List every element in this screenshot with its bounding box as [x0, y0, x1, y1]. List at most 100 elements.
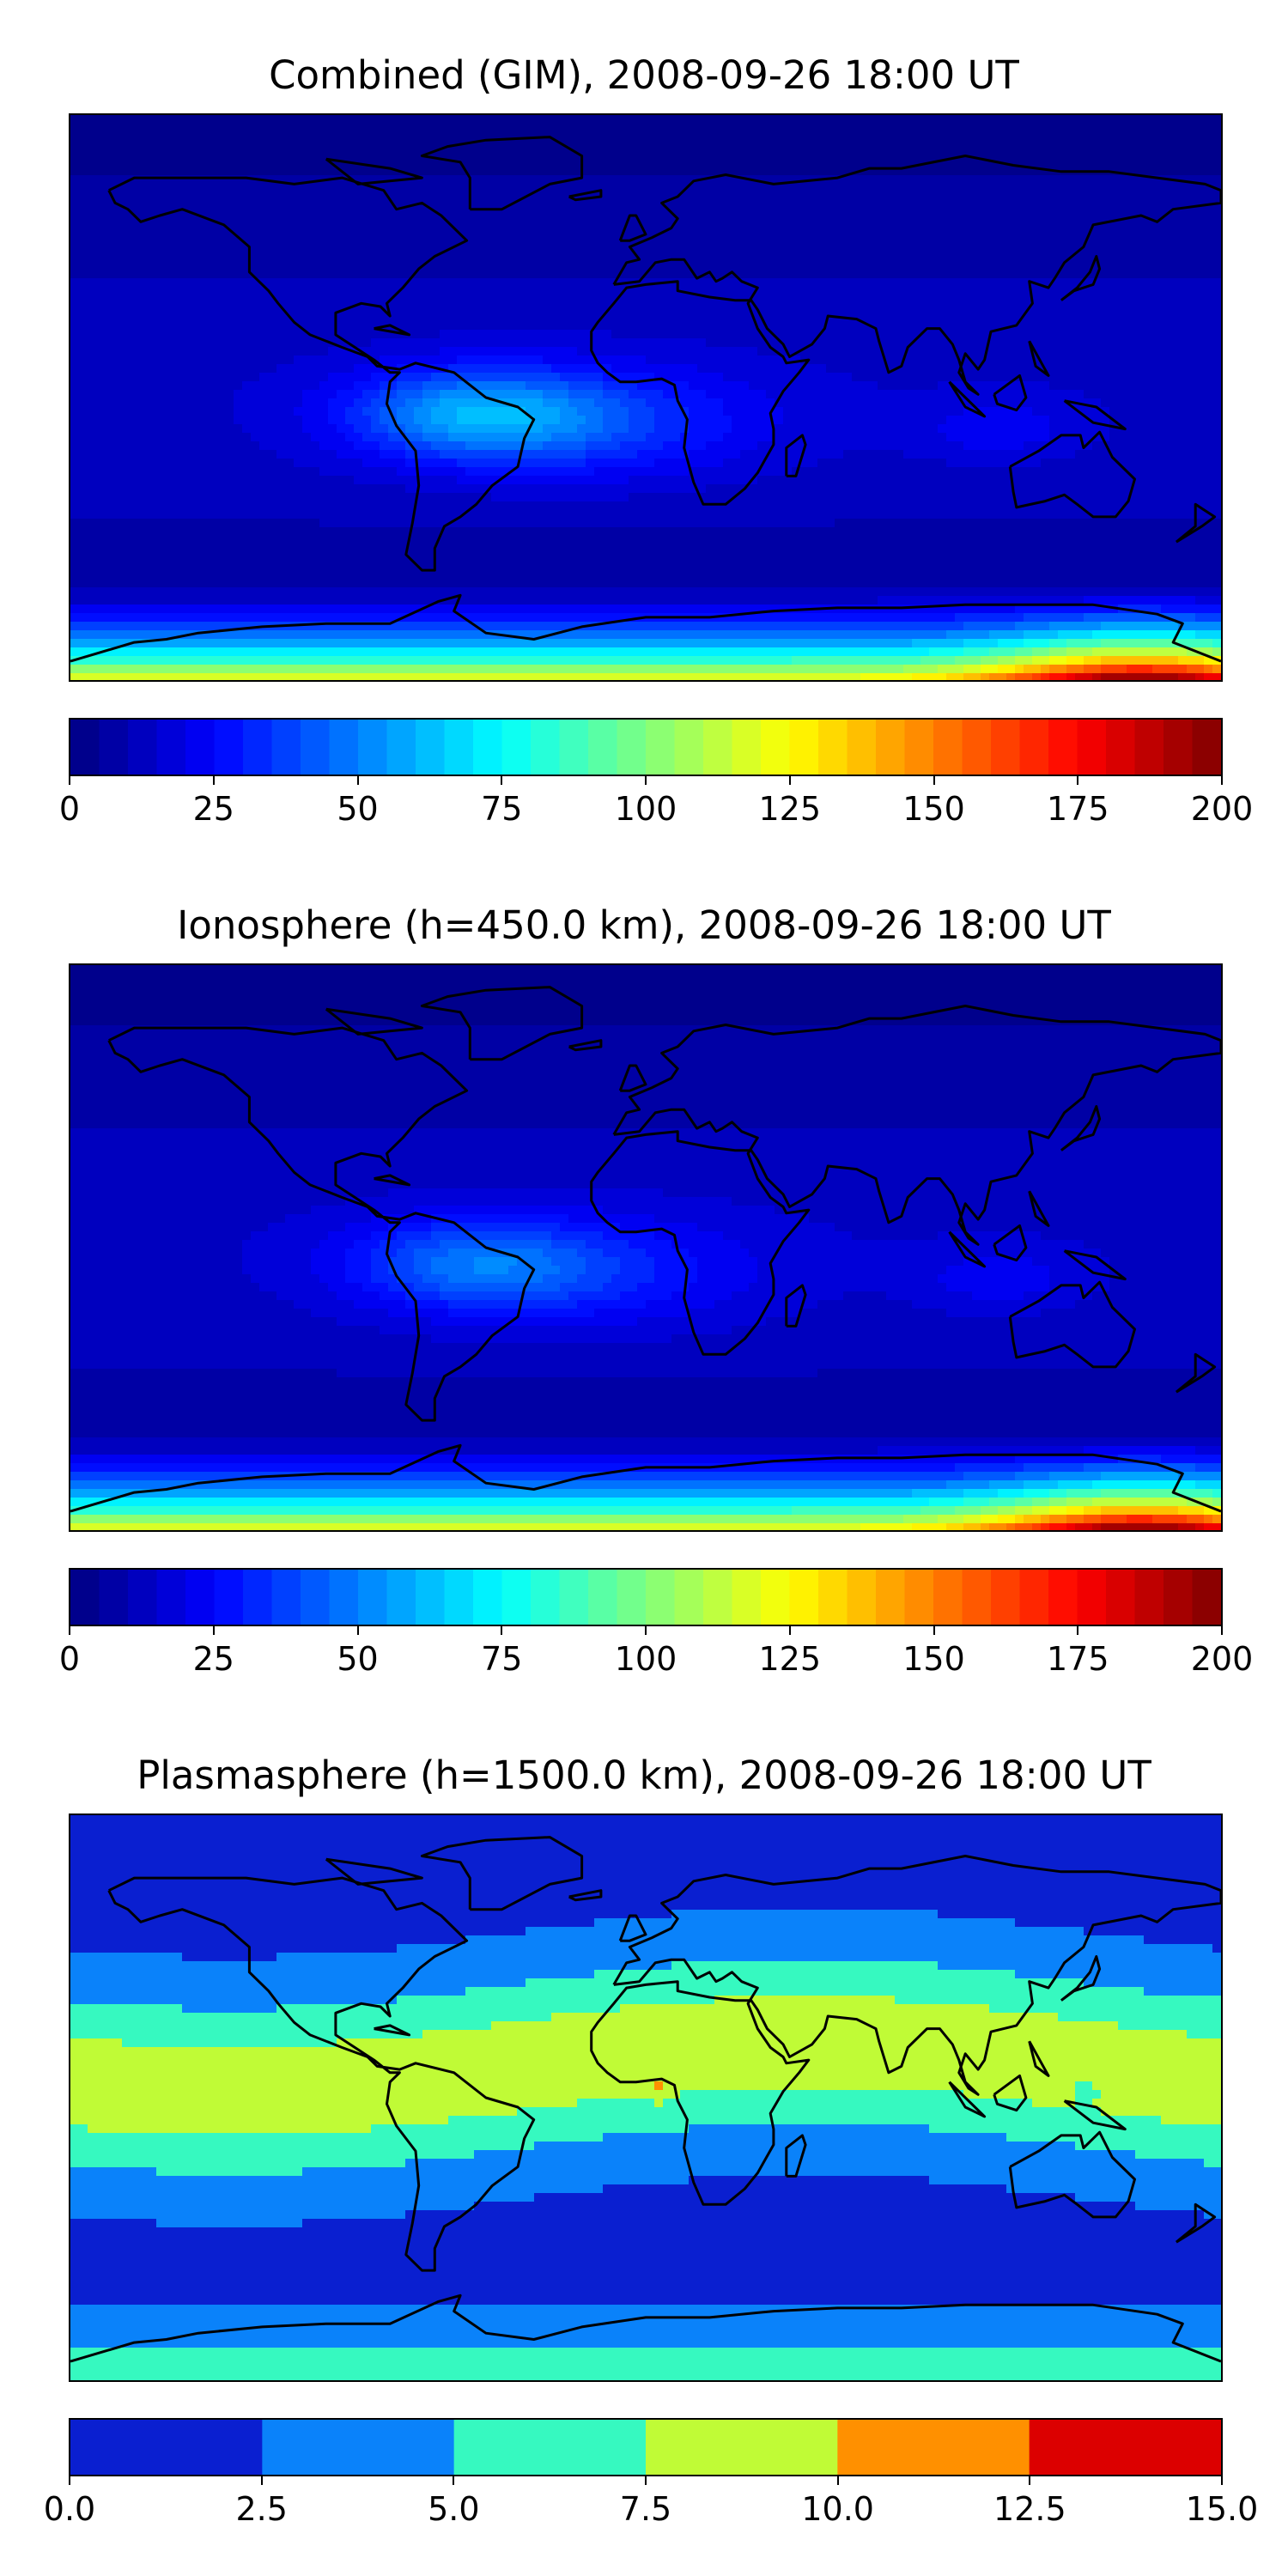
heatmap-cell	[1101, 416, 1110, 425]
heatmap-cell	[422, 132, 432, 142]
heatmap-cell	[577, 390, 586, 399]
heatmap-cell	[568, 201, 578, 210]
heatmap-cell	[311, 124, 320, 133]
heatmap-cell	[414, 295, 423, 305]
heatmap-cell	[319, 407, 329, 416]
heatmap-cell	[388, 210, 398, 219]
heatmap-cell	[79, 355, 88, 365]
heatmap-cell	[1041, 167, 1050, 176]
heatmap-cell	[671, 355, 681, 365]
heatmap-cell	[405, 304, 415, 313]
heatmap-cell	[912, 364, 921, 374]
heatmap-cell	[654, 338, 664, 348]
heatmap-cell	[139, 304, 149, 313]
heatmap-cell	[792, 407, 801, 416]
heatmap-cell	[276, 115, 286, 125]
heatmap-cell	[1170, 167, 1179, 176]
heatmap-cell	[586, 270, 595, 279]
heatmap-cell	[1024, 287, 1033, 296]
heatmap-cell	[319, 124, 329, 133]
heatmap-cell	[594, 227, 604, 236]
heatmap-cell	[96, 124, 106, 133]
heatmap-cell	[723, 355, 732, 365]
heatmap-cell	[1058, 424, 1067, 434]
heatmap-cell	[654, 115, 664, 125]
heatmap-cell	[706, 175, 715, 185]
heatmap-cell	[259, 252, 269, 262]
heatmap-cell	[869, 355, 878, 365]
heatmap-cell	[680, 295, 690, 305]
heatmap-cell	[113, 295, 123, 305]
heatmap-cell	[1032, 149, 1042, 159]
heatmap-cell	[852, 244, 861, 253]
heatmap-cell	[534, 313, 544, 322]
heatmap-cell	[294, 210, 303, 219]
heatmap-cell	[242, 218, 252, 228]
heatmap-cell	[1195, 381, 1205, 391]
heatmap-cell	[294, 381, 303, 391]
heatmap-cell	[508, 304, 518, 313]
heatmap-cell	[225, 261, 234, 270]
heatmap-cell	[603, 304, 612, 313]
heatmap-cell	[1195, 158, 1205, 167]
heatmap-cell	[319, 321, 329, 331]
heatmap-cell	[671, 424, 681, 434]
heatmap-cell	[457, 184, 466, 193]
heatmap-cell	[534, 287, 544, 296]
heatmap-cell	[946, 167, 956, 176]
heatmap-cell	[1109, 270, 1119, 279]
heatmap-cell	[671, 261, 681, 270]
heatmap-cell	[457, 347, 466, 356]
heatmap-cell	[1092, 407, 1102, 416]
heatmap-cell	[337, 235, 346, 245]
heatmap-cell	[1049, 355, 1059, 365]
heatmap-cell	[122, 210, 131, 219]
heatmap-cell	[878, 192, 887, 202]
heatmap-cell	[156, 433, 166, 442]
heatmap-cell	[1032, 141, 1042, 150]
heatmap-cell	[79, 192, 88, 202]
heatmap-cell	[251, 192, 260, 202]
heatmap-cell	[1075, 373, 1084, 382]
heatmap-cell	[457, 390, 466, 399]
heatmap-cell	[122, 244, 131, 253]
heatmap-cell	[148, 124, 157, 133]
heatmap-cell	[998, 424, 1007, 434]
heatmap-cell	[216, 398, 226, 408]
heatmap-cell	[440, 304, 449, 313]
heatmap-cell	[792, 347, 801, 356]
heatmap-cell	[268, 270, 277, 279]
heatmap-cell	[259, 244, 269, 253]
heatmap-cell	[1024, 132, 1033, 142]
heatmap-cell	[105, 210, 114, 219]
heatmap-cell	[405, 407, 415, 416]
heatmap-cell	[131, 124, 140, 133]
heatmap-cell	[79, 373, 88, 382]
heatmap-cell	[276, 330, 286, 339]
heatmap-cell	[646, 261, 655, 270]
heatmap-cell	[354, 355, 363, 365]
heatmap-cell	[311, 390, 320, 399]
heatmap-cell	[199, 184, 209, 193]
heatmap-cell	[259, 390, 269, 399]
heatmap-cell	[551, 390, 561, 399]
heatmap-cell	[560, 184, 569, 193]
heatmap-cell	[431, 330, 440, 339]
heatmap-cell	[139, 330, 149, 339]
heatmap-cell	[775, 364, 784, 374]
heatmap-cell	[139, 287, 149, 296]
heatmap-cell	[963, 330, 973, 339]
heatmap-cell	[1024, 201, 1033, 210]
heatmap-cell	[972, 167, 981, 176]
heatmap-cell	[1170, 338, 1179, 348]
heatmap-cell	[534, 149, 544, 159]
heatmap-cell	[852, 192, 861, 202]
heatmap-cell	[457, 295, 466, 305]
heatmap-cell	[706, 141, 715, 150]
heatmap-cell	[817, 201, 827, 210]
heatmap-cell	[508, 184, 518, 193]
heatmap-cell	[1101, 330, 1110, 339]
heatmap-cell	[483, 149, 492, 159]
heatmap-cell	[1109, 192, 1119, 202]
heatmap-cell	[526, 252, 535, 262]
